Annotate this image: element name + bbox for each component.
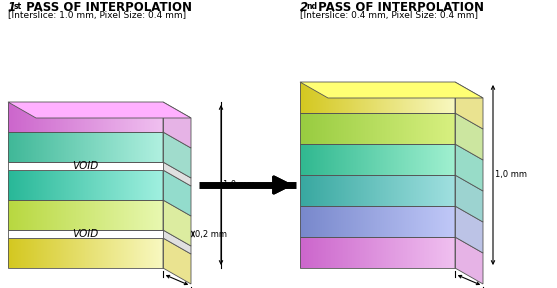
Polygon shape — [455, 144, 483, 191]
Text: 1,0 mm: 1,0 mm — [223, 181, 255, 190]
Polygon shape — [163, 238, 191, 284]
Text: 1: 1 — [8, 1, 16, 14]
Polygon shape — [8, 162, 163, 170]
Text: PASS OF INTERPOLATION: PASS OF INTERPOLATION — [22, 1, 192, 14]
Polygon shape — [163, 170, 191, 216]
Text: VOID: VOID — [72, 161, 99, 171]
Polygon shape — [455, 113, 483, 160]
Polygon shape — [163, 230, 191, 254]
Polygon shape — [455, 82, 483, 129]
Polygon shape — [163, 132, 191, 178]
Polygon shape — [300, 82, 483, 98]
Polygon shape — [455, 175, 483, 222]
Text: PASS OF INTERPOLATION: PASS OF INTERPOLATION — [314, 1, 484, 14]
Text: 2: 2 — [300, 1, 308, 14]
Polygon shape — [455, 237, 483, 284]
Text: [Interslice: 0.4 mm, Pixel Size: 0.4 mm]: [Interslice: 0.4 mm, Pixel Size: 0.4 mm] — [300, 11, 478, 20]
Polygon shape — [455, 206, 483, 253]
Text: st: st — [14, 2, 22, 11]
Text: 1,0 mm: 1,0 mm — [495, 170, 527, 179]
Text: VOID: VOID — [72, 229, 99, 239]
Text: nd: nd — [306, 2, 317, 11]
Text: [Interslice: 1.0 mm, Pixel Size: 0.4 mm]: [Interslice: 1.0 mm, Pixel Size: 0.4 mm] — [8, 11, 186, 20]
Polygon shape — [8, 230, 163, 238]
Text: 0,2 mm: 0,2 mm — [195, 230, 227, 238]
Polygon shape — [8, 102, 191, 118]
Polygon shape — [163, 162, 191, 186]
Polygon shape — [163, 200, 191, 246]
Polygon shape — [163, 102, 191, 148]
